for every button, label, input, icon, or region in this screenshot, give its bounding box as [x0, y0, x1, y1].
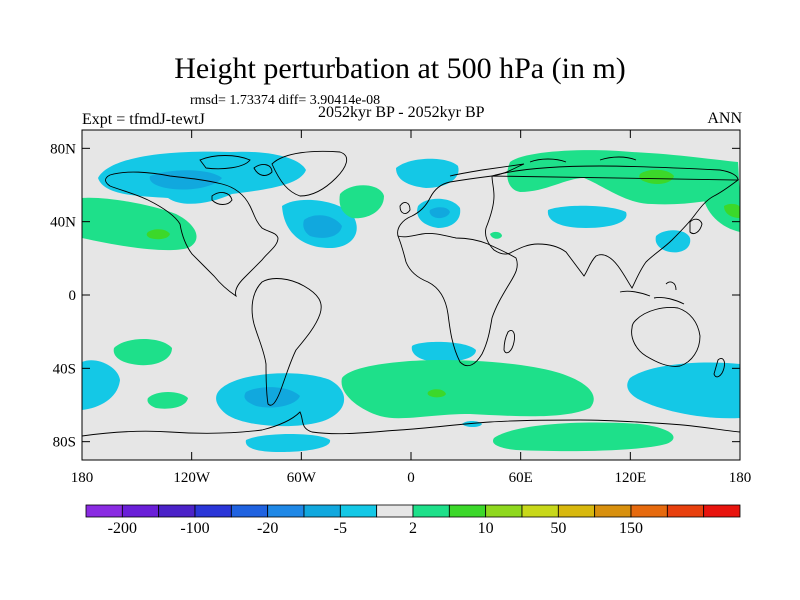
- colorbar-swatch: [594, 504, 632, 518]
- colorbar-swatch: [339, 504, 378, 518]
- anomaly-south-pacific-west: [82, 360, 120, 410]
- anomaly-central-asia: [547, 205, 627, 228]
- anomaly-mid-atlantic: [339, 185, 384, 219]
- x-tick-label: 60W: [287, 470, 317, 486]
- coastline-new-zealand: [713, 357, 725, 378]
- colorbar-swatch: [303, 504, 341, 518]
- colorbar-swatch: [158, 504, 196, 518]
- anomaly-south-pacific-small: [147, 392, 188, 409]
- experiment-label: Expt = tfmdJ-tewtJ: [82, 111, 205, 128]
- colorbar-swatch: [230, 504, 269, 518]
- anomaly-europe-core: [429, 207, 450, 219]
- coastline-japan: [689, 218, 703, 235]
- y-tick-label: 80N: [50, 141, 76, 157]
- coastline-antarctica: [82, 411, 740, 437]
- period-label: 2052kyr BP - 2052kyr BP: [318, 104, 485, 121]
- y-tick-label: 40N: [50, 215, 76, 231]
- coastline-madagascar: [503, 330, 515, 354]
- colorbar-swatch: [376, 504, 414, 518]
- colorbar-label: -200: [108, 520, 137, 537]
- map-panel: 180 120W 60W 0 60E 120E 180 80N 40N 0 40S 80S: [50, 129, 751, 486]
- colorbar-label: -100: [180, 520, 209, 537]
- colorbar-swatch: [448, 504, 487, 518]
- coastline-uk: [399, 202, 411, 214]
- colorbar-swatch: [121, 504, 160, 518]
- x-tick-label: 60E: [509, 470, 533, 486]
- anomaly-siberia-core: [639, 169, 674, 184]
- anomaly-southern-ocean-core: [427, 389, 446, 398]
- colorbar-swatch: [666, 504, 705, 518]
- anomaly-south-pacific-east: [627, 362, 740, 419]
- coastline-arctic-russia: [529, 156, 637, 163]
- coastline-canadian-arctic: [199, 155, 273, 176]
- x-tick-label: 180: [729, 470, 752, 486]
- anomaly-antarctic-atlantic: [492, 422, 674, 452]
- colorbar-label: 10: [478, 520, 494, 537]
- coastline-asia: [485, 165, 740, 289]
- colorbar-swatch: [267, 504, 305, 518]
- anomaly-south-pacific-center: [113, 339, 172, 366]
- coastline-north-america: [105, 171, 279, 298]
- coastline-australia: [631, 307, 701, 367]
- coastline-europe-africa: [397, 163, 525, 367]
- anomaly-north-pacific-west: [82, 197, 197, 251]
- axis-tick-labels: 180 120W 60W 0 60E 120E 180 80N 40N 0 40S 80S: [50, 141, 751, 486]
- anomaly-siberia: [507, 150, 740, 205]
- colorbar-swatch: [557, 504, 596, 518]
- plot-title: Height perturbation at 500 hPa (in m): [174, 52, 626, 85]
- colorbar: [85, 504, 741, 518]
- colorbar-label: 150: [619, 520, 643, 537]
- axis-ticks: [81, 130, 741, 460]
- colorbar-swatch: [630, 504, 668, 518]
- colorbar-swatch: [85, 504, 123, 518]
- anomaly-scandinavia: [396, 158, 459, 188]
- coastline-greenland: [271, 150, 348, 197]
- colorbar-label: -20: [257, 520, 278, 537]
- y-tick-label: 40S: [53, 361, 76, 377]
- colorbar-swatch: [521, 504, 559, 518]
- anomaly-south-atlantic: [411, 341, 476, 362]
- contour-fields: [82, 150, 740, 452]
- anomaly-pacific-east-core: [724, 203, 740, 218]
- colorbar-label: 2: [409, 520, 417, 537]
- colorbar-label: 50: [550, 520, 566, 537]
- colorbar-swatch: [194, 504, 232, 518]
- anomaly-north-america-core: [149, 170, 222, 190]
- anomaly-drake-passage-core: [244, 387, 300, 408]
- anomaly-mediterranean: [490, 231, 502, 239]
- x-tick-label: 120W: [173, 470, 211, 486]
- stats-line: rmsd= 1.73374 diff= 3.90414e-08: [190, 93, 381, 108]
- season-label: ANN: [707, 110, 742, 127]
- coastline-south-america: [251, 278, 322, 406]
- x-tick-label: 180: [71, 470, 94, 486]
- y-tick-label: 80S: [53, 435, 76, 451]
- colorbar-swatch: [412, 504, 450, 518]
- anomaly-antarctic-indian: [462, 421, 482, 427]
- x-tick-label: 0: [407, 470, 415, 486]
- colorbar-label: -5: [334, 520, 347, 537]
- x-tick-label: 120E: [614, 470, 646, 486]
- anomaly-antarctic-pacific: [245, 434, 331, 452]
- coastlines: [82, 150, 740, 437]
- colorbar-swatch: [703, 504, 741, 518]
- y-tick-label: 0: [69, 288, 77, 304]
- colorbar-labels: -200 -100 -20 -5 2 10 50 150: [108, 520, 643, 537]
- colorbar-swatch: [485, 504, 523, 518]
- anomaly-southern-ocean: [341, 360, 594, 419]
- anomaly-north-atlantic-core: [303, 215, 342, 238]
- anomaly-north-pacific-core: [146, 229, 170, 240]
- coastline-hudson-bay: [211, 192, 233, 205]
- coastline-indonesia: [619, 281, 685, 305]
